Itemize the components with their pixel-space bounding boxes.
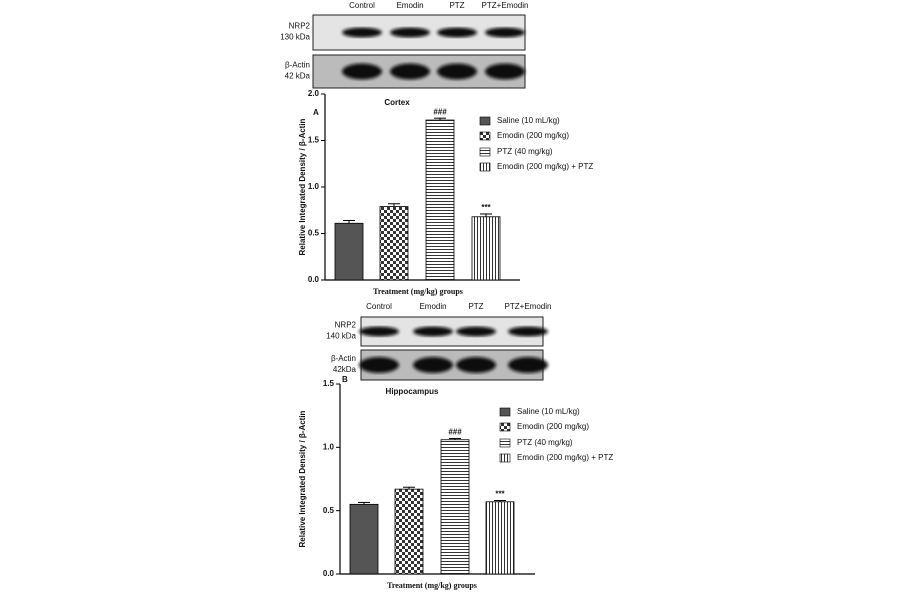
lane-label: PTZ [468, 302, 483, 311]
lane-label: Emodin [419, 302, 446, 311]
blot-band [342, 63, 382, 80]
significance: *** [481, 203, 491, 212]
bar [440, 439, 470, 575]
lane-label: PTZ [449, 1, 464, 10]
significance: ### [433, 107, 447, 116]
y-axis-label: Relative Integrated Density / β-Actin [298, 410, 307, 547]
bar [425, 119, 455, 281]
blot-band [359, 326, 399, 337]
blot-band [342, 27, 382, 38]
legend-swatch [479, 116, 491, 126]
blot-row-name: β-Actin [331, 354, 356, 363]
y-tick-label: 1.5 [308, 136, 320, 145]
bar [349, 503, 379, 575]
legend-swatch [499, 438, 511, 448]
blot-band [485, 27, 525, 38]
y-tick-label: 0.0 [323, 569, 335, 578]
y-tick-label: 0.5 [308, 229, 320, 238]
legend-label: Emodin (200 mg/kg) [497, 131, 569, 140]
blot-row-size: 130 kDa [280, 33, 310, 42]
bar [334, 222, 364, 281]
x-axis-label: Treatment (mg/kg) groups [373, 287, 463, 296]
lane-label: Control [349, 1, 375, 10]
legend-label: Saline (10 mL/kg) [517, 407, 580, 416]
panel-label: A [313, 108, 319, 117]
y-tick-label: 0.0 [308, 275, 320, 284]
legend-swatch [479, 147, 491, 157]
blot-row-size: 140 kDa [326, 332, 356, 341]
legend-label: Emodin (200 mg/kg) + PTZ [517, 453, 613, 462]
bar [471, 216, 501, 281]
blot-band [359, 357, 399, 373]
y-tick-label: 1.0 [323, 442, 335, 451]
blot-band [485, 63, 525, 80]
blot-band [437, 27, 477, 38]
blot-band [437, 63, 477, 80]
y-tick-label: 1.5 [323, 379, 335, 388]
legend-label: PTZ (40 mg/kg) [497, 147, 553, 156]
blot-band [413, 357, 453, 373]
lane-label: Emodin [396, 1, 423, 10]
blot-row-size: 42kDa [333, 365, 357, 374]
blot-row-name: NRP2 [335, 321, 357, 330]
legend-swatch [499, 422, 511, 432]
legend-label: Emodin (200 mg/kg) [517, 422, 589, 431]
bar [485, 501, 515, 575]
y-tick-label: 1.0 [308, 182, 320, 191]
legend-label: PTZ (40 mg/kg) [517, 438, 573, 447]
y-tick-label: 2.0 [308, 89, 320, 98]
significance: *** [495, 490, 505, 499]
lane-label: Control [366, 302, 392, 311]
legend-label: Emodin (200 mg/kg) + PTZ [497, 162, 593, 171]
blot-row-size: 42 kDa [285, 72, 311, 81]
y-tick-label: 0.5 [323, 506, 335, 515]
lane-label: PTZ+Emodin [482, 1, 529, 10]
blot-band [508, 357, 548, 373]
blot-band [456, 357, 496, 373]
blot-row-name: NRP2 [289, 22, 311, 31]
x-axis-label: Treatment (mg/kg) groups [387, 581, 477, 590]
significance: ### [448, 428, 462, 437]
panel-label: B [342, 375, 348, 384]
legend-swatch [479, 131, 491, 141]
legend-swatch [499, 453, 511, 463]
blot-band [456, 326, 496, 337]
blot-band [390, 63, 430, 80]
legend-label: Saline (10 mL/kg) [497, 116, 560, 125]
bar [379, 206, 409, 281]
legend-swatch [499, 407, 511, 417]
blot-row-name: β-Actin [285, 61, 310, 70]
bar [394, 488, 424, 575]
lane-label: PTZ+Emodin [505, 302, 552, 311]
blot-band [390, 27, 430, 38]
y-axis-label: Relative Integrated Density / β-Actin [298, 118, 307, 255]
blot-band [508, 326, 548, 337]
chart-title: Hippocampus [386, 387, 439, 396]
chart-title: Cortex [384, 98, 410, 107]
blot-band [413, 326, 453, 337]
legend-swatch [479, 162, 491, 172]
